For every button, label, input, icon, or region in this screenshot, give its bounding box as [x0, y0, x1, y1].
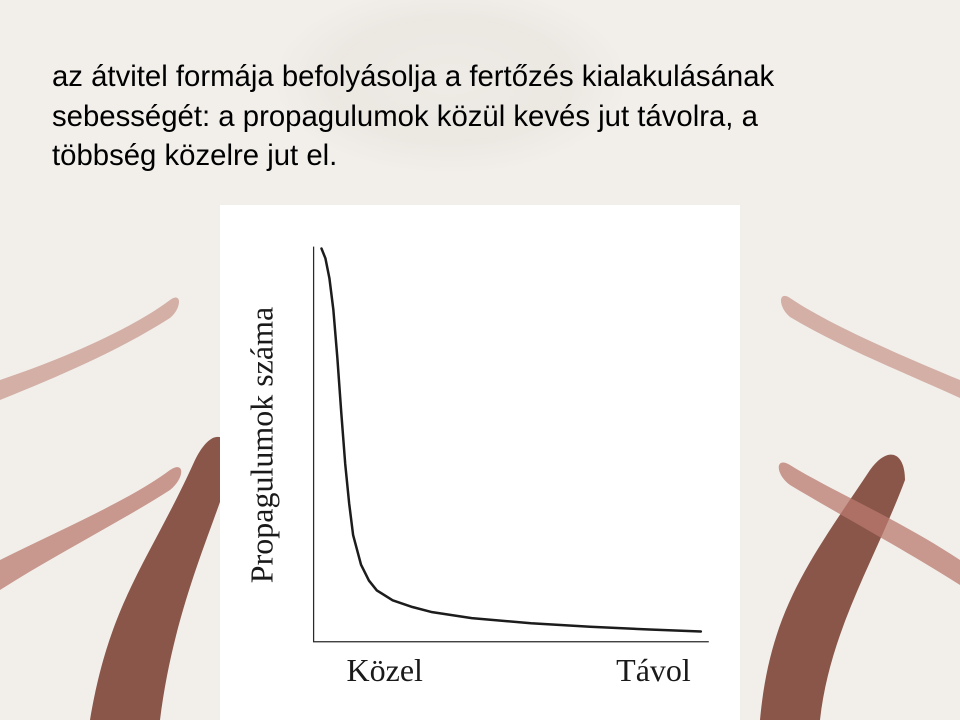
- x-axis-label-near: Közel: [347, 652, 423, 689]
- x-axis-label-far: Távol: [616, 652, 691, 689]
- chart-panel: Propagulumok száma Közel Távol: [220, 205, 740, 720]
- y-axis-label: Propagulumok száma: [244, 306, 281, 582]
- x-axis-labels: Közel Távol: [220, 652, 740, 682]
- propagule-distance-chart: [220, 205, 740, 720]
- content-area: az átvitel formája befolyásolja a fertőz…: [0, 0, 960, 720]
- description-text: az átvitel formája befolyásolja a fertőz…: [52, 57, 792, 176]
